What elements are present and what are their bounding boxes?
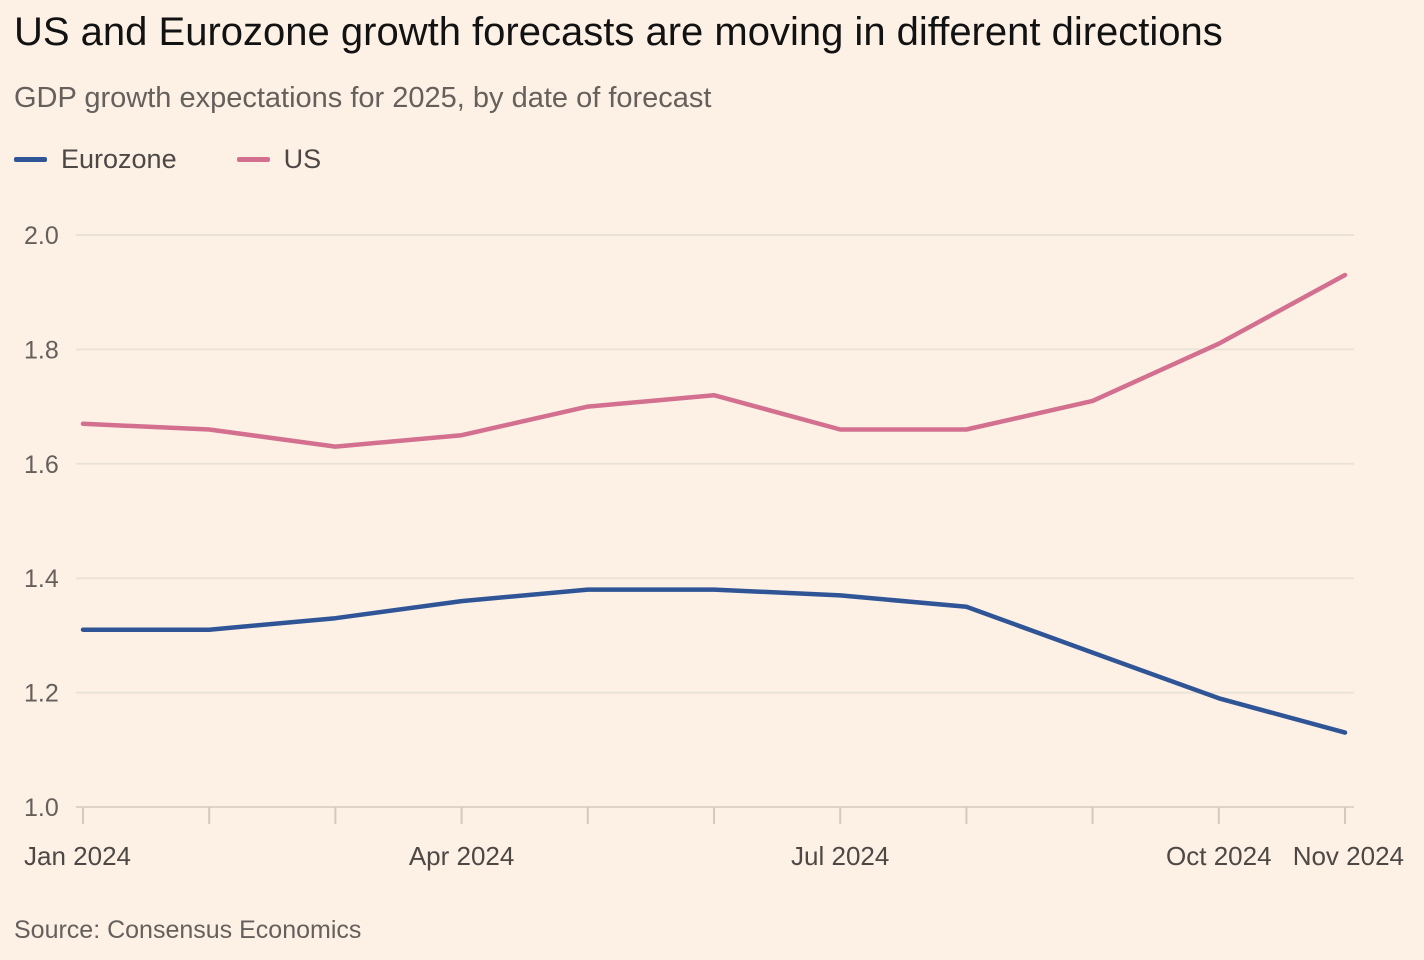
legend-label-eurozone: Eurozone (61, 144, 177, 174)
y-tick-label-2.0: 2.0 (24, 222, 59, 250)
x-tick-label-jul-2024: Jul 2024 (791, 841, 889, 871)
legend-item-eurozone: Eurozone (14, 144, 177, 175)
x-tick-label-nov-2024: Nov 2024 (1293, 841, 1404, 871)
y-tick-label-1.0: 1.0 (24, 794, 59, 822)
legend-swatch-us (236, 157, 270, 162)
x-tick-label-oct-2024: Oct 2024 (1166, 841, 1272, 871)
y-tick-label-1.8: 1.8 (24, 336, 59, 364)
x-tick-label-jan-2024: Jan 2024 (24, 841, 131, 871)
y-tick-label-1.4: 1.4 (24, 565, 59, 593)
legend-label-us: US (283, 144, 322, 174)
x-tick-label-apr-2024: Apr 2024 (409, 841, 515, 871)
chart-legend: Eurozone US (14, 144, 381, 175)
chart-title: US and Eurozone growth forecasts are mov… (14, 10, 1223, 54)
legend-item-us: US (236, 144, 322, 175)
chart-source: Source: Consensus Economics (14, 916, 362, 944)
series-line-eurozone (80, 587, 1348, 735)
legend-swatch-eurozone (14, 157, 47, 162)
y-tick-label-1.6: 1.6 (24, 451, 59, 479)
y-tick-label-1.2: 1.2 (24, 680, 59, 708)
chart-subtitle: GDP growth expectations for 2025, by dat… (14, 82, 712, 114)
series-line-us (80, 272, 1348, 449)
